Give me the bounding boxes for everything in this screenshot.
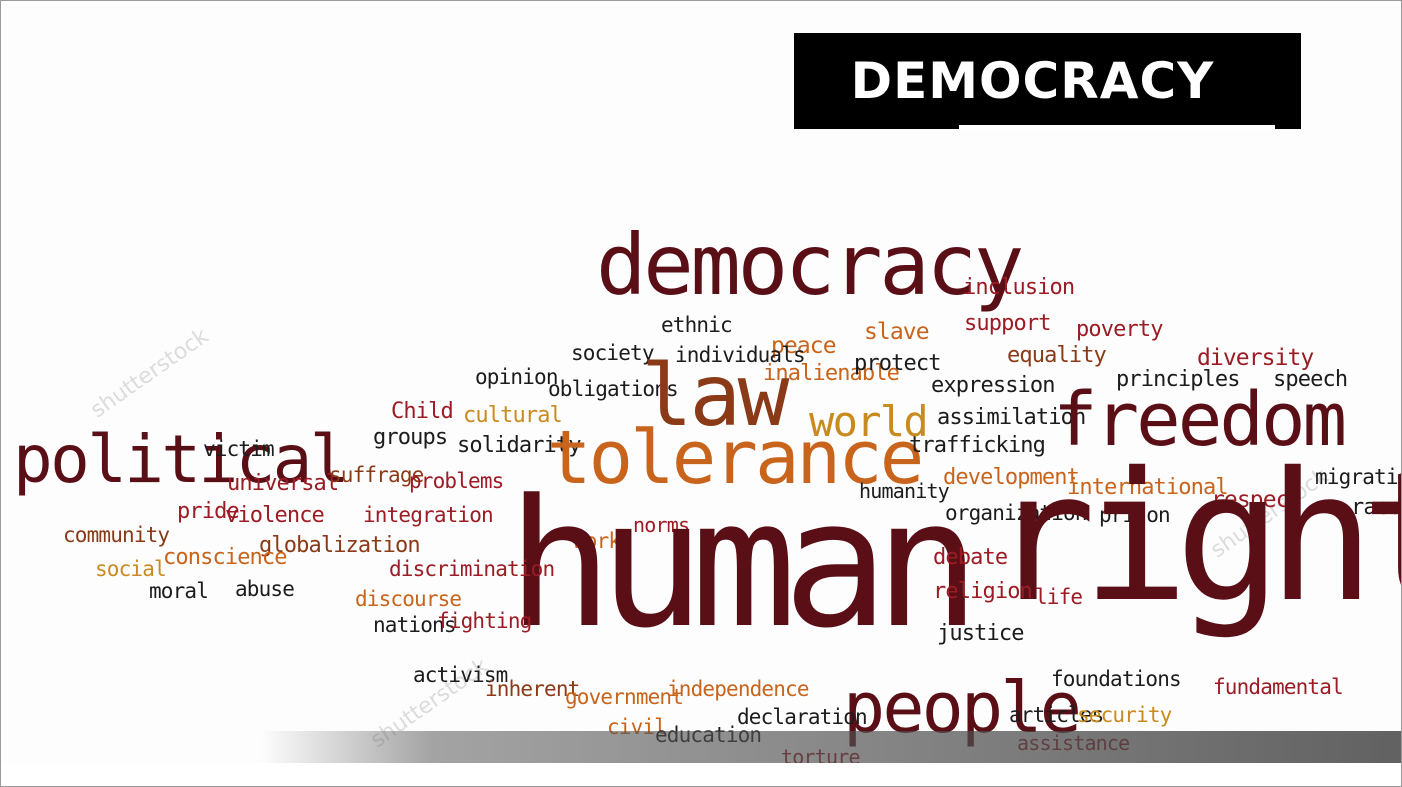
- word: fighting: [437, 609, 532, 633]
- word: moral: [149, 579, 209, 603]
- word: trafficking: [909, 433, 1046, 458]
- word: security: [1077, 703, 1172, 727]
- word: activism: [413, 663, 508, 687]
- word: problems: [409, 469, 504, 493]
- word: obligations: [548, 377, 679, 401]
- word: society: [571, 341, 654, 365]
- word: speech: [1273, 367, 1348, 392]
- word: respect: [1211, 487, 1302, 513]
- word: social: [95, 557, 167, 581]
- word: cultural: [463, 403, 563, 428]
- word: discourse: [355, 587, 462, 611]
- word: support: [964, 311, 1051, 336]
- word: freedom: [1053, 377, 1347, 463]
- word: violence: [225, 503, 325, 528]
- word: debate: [933, 545, 1008, 570]
- word: religion: [933, 579, 1033, 604]
- word: justice: [937, 621, 1024, 646]
- word: expression: [931, 373, 1056, 398]
- word: poverty: [1076, 317, 1163, 342]
- word: tolerance: [547, 415, 924, 501]
- word: norms: [633, 513, 690, 537]
- title-banner: DEMOCRACY: [794, 33, 1301, 129]
- word: diversity: [1197, 345, 1314, 371]
- word: abuse: [235, 577, 295, 601]
- word: fundamental: [1213, 675, 1344, 699]
- word: suffrage: [329, 463, 424, 487]
- word: international: [1067, 475, 1229, 500]
- word: life: [1035, 585, 1083, 609]
- word: opinion: [475, 365, 558, 389]
- word: human: [507, 462, 980, 667]
- word: government: [565, 685, 684, 709]
- word: migration: [1315, 465, 1401, 489]
- word: rights: [989, 434, 1401, 641]
- page-title: DEMOCRACY: [850, 52, 1215, 110]
- word: organization: [945, 501, 1087, 525]
- word: world: [809, 397, 929, 446]
- word: equality: [1007, 343, 1107, 368]
- word: political: [13, 421, 349, 498]
- word: protect: [854, 351, 941, 376]
- word: Child: [391, 399, 454, 424]
- word: democracy: [596, 216, 1024, 314]
- word: victim: [203, 437, 275, 461]
- word: inclusion: [963, 275, 1075, 300]
- word: pride: [177, 499, 240, 524]
- title-underline: [959, 125, 1275, 129]
- word: inherent: [485, 677, 580, 701]
- word: race: [1351, 495, 1401, 520]
- word: slave: [864, 319, 930, 345]
- word: assimilation: [937, 405, 1086, 430]
- word: law: [641, 346, 789, 446]
- word: community: [63, 523, 170, 547]
- word: nations: [373, 613, 456, 637]
- word: development: [943, 465, 1080, 490]
- word: peace: [771, 333, 837, 359]
- word: globalization: [259, 533, 421, 558]
- word: individuals: [675, 343, 806, 367]
- word: ethnic: [661, 313, 733, 337]
- word: integration: [363, 503, 494, 527]
- word: discrimination: [389, 557, 555, 581]
- word: humanity: [859, 479, 950, 503]
- word: prison: [1099, 503, 1171, 527]
- word: foundations: [1051, 667, 1182, 691]
- word: articles: [1009, 703, 1104, 727]
- bottom-shadow-band: [261, 731, 1401, 763]
- word: principles: [1116, 367, 1241, 392]
- word: inalienable: [763, 361, 900, 386]
- word: independence: [667, 677, 809, 701]
- bottom-strip: [1, 763, 1401, 786]
- word: solidarity: [457, 433, 582, 458]
- word: universal: [227, 471, 339, 496]
- word: declaration: [737, 705, 868, 729]
- word: groups: [373, 425, 448, 450]
- word: work: [573, 529, 621, 553]
- word: conscience: [163, 545, 288, 570]
